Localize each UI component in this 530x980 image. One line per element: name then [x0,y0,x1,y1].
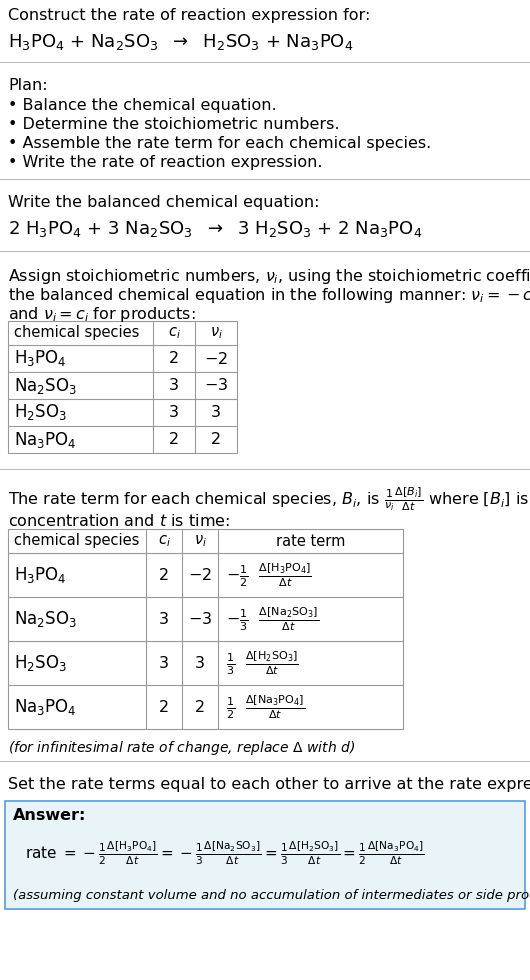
Text: $\mathregular{Na_3PO_4}$: $\mathregular{Na_3PO_4}$ [14,697,77,717]
Text: the balanced chemical equation in the following manner: $\nu_i = -c_i$ for react: the balanced chemical equation in the fo… [8,286,530,305]
Text: chemical species: chemical species [14,325,139,340]
Text: Construct the rate of reaction expression for:: Construct the rate of reaction expressio… [8,8,370,23]
Text: Assign stoichiometric numbers, $\nu_i$, using the stoichiometric coefficients, $: Assign stoichiometric numbers, $\nu_i$, … [8,267,530,286]
Text: Write the balanced chemical equation:: Write the balanced chemical equation: [8,195,320,210]
Text: 2 $\mathregular{H_3PO_4}$ + 3 $\mathregular{Na_2SO_3}$  $\rightarrow$  3 $\mathr: 2 $\mathregular{H_3PO_4}$ + 3 $\mathregu… [8,219,422,239]
Text: $\frac{1}{2}$  $\frac{\Delta[\mathregular{Na_3PO_4}]}{\Delta t}$: $\frac{1}{2}$ $\frac{\Delta[\mathregular… [226,693,305,721]
Text: $-\frac{1}{3}$  $\frac{\Delta[\mathregular{Na_2SO_3}]}{\Delta t}$: $-\frac{1}{3}$ $\frac{\Delta[\mathregula… [226,605,319,633]
Text: $-2$: $-2$ [204,351,228,367]
Text: (assuming constant volume and no accumulation of intermediates or side products): (assuming constant volume and no accumul… [13,889,530,902]
Bar [8,321,237,453]
Text: rate $= -\frac{1}{2}\frac{\Delta[\mathregular{H_3PO_4}]}{\Delta t} = -\frac{1}{3: rate $= -\frac{1}{2}\frac{\Delta[\mathre… [25,839,425,867]
Text: 2: 2 [169,351,179,366]
Text: 2: 2 [195,700,205,714]
Text: $\mathregular{H_3PO_4}$ + $\mathregular{Na_2SO_3}$  $\rightarrow$  $\mathregular: $\mathregular{H_3PO_4}$ + $\mathregular{… [8,32,354,52]
Text: Plan:: Plan: [8,78,48,93]
Text: $c_i$: $c_i$ [167,325,180,341]
Text: 3: 3 [159,612,169,626]
Text: Set the rate terms equal to each other to arrive at the rate expression:: Set the rate terms equal to each other t… [8,777,530,792]
Text: $c_i$: $c_i$ [157,533,171,549]
Text: concentration and $t$ is time:: concentration and $t$ is time: [8,513,230,529]
Text: $\mathregular{Na_2SO_3}$: $\mathregular{Na_2SO_3}$ [14,375,77,396]
Text: $\nu_i$: $\nu_i$ [209,325,223,341]
Text: and $\nu_i = c_i$ for products:: and $\nu_i = c_i$ for products: [8,305,196,324]
Text: • Assemble the rate term for each chemical species.: • Assemble the rate term for each chemic… [8,136,431,151]
Text: 3: 3 [169,378,179,393]
FancyBboxPatch shape [5,801,525,909]
Text: The rate term for each chemical species, $B_i$, is $\frac{1}{\nu_i}\frac{\Delta[: The rate term for each chemical species,… [8,485,530,513]
Text: $-2$: $-2$ [188,567,212,583]
Text: Answer:: Answer: [13,808,86,823]
Text: • Write the rate of reaction expression.: • Write the rate of reaction expression. [8,155,322,170]
Text: $\nu_i$: $\nu_i$ [193,533,207,549]
Bar [8,529,403,729]
Text: 2: 2 [169,432,179,447]
Text: 3: 3 [195,656,205,670]
Text: $\mathregular{Na_2SO_3}$: $\mathregular{Na_2SO_3}$ [14,609,77,629]
Text: (for infinitesimal rate of change, replace $\Delta$ with $d$): (for infinitesimal rate of change, repla… [8,739,355,757]
Text: $\mathregular{Na_3PO_4}$: $\mathregular{Na_3PO_4}$ [14,429,77,450]
Text: $-3$: $-3$ [188,611,212,627]
Text: 2: 2 [211,432,221,447]
Text: 3: 3 [169,405,179,420]
Text: 3: 3 [211,405,221,420]
Text: chemical species: chemical species [14,533,139,549]
Text: $\mathregular{H_3PO_4}$: $\mathregular{H_3PO_4}$ [14,349,67,368]
Text: $\mathregular{H_2SO_3}$: $\mathregular{H_2SO_3}$ [14,403,67,422]
Text: $\mathregular{H_2SO_3}$: $\mathregular{H_2SO_3}$ [14,653,67,673]
Text: 3: 3 [159,656,169,670]
Text: $-\frac{1}{2}$  $\frac{\Delta[\mathregular{H_3PO_4}]}{\Delta t}$: $-\frac{1}{2}$ $\frac{\Delta[\mathregula… [226,562,312,589]
Text: • Balance the chemical equation.: • Balance the chemical equation. [8,98,277,113]
Text: $\frac{1}{3}$  $\frac{\Delta[\mathregular{H_2SO_3}]}{\Delta t}$: $\frac{1}{3}$ $\frac{\Delta[\mathregular… [226,649,299,677]
Text: $\mathregular{H_3PO_4}$: $\mathregular{H_3PO_4}$ [14,565,67,585]
Text: rate term: rate term [276,533,345,549]
Text: 2: 2 [159,567,169,582]
Text: $-3$: $-3$ [204,377,228,394]
Text: • Determine the stoichiometric numbers.: • Determine the stoichiometric numbers. [8,117,340,132]
Text: 2: 2 [159,700,169,714]
